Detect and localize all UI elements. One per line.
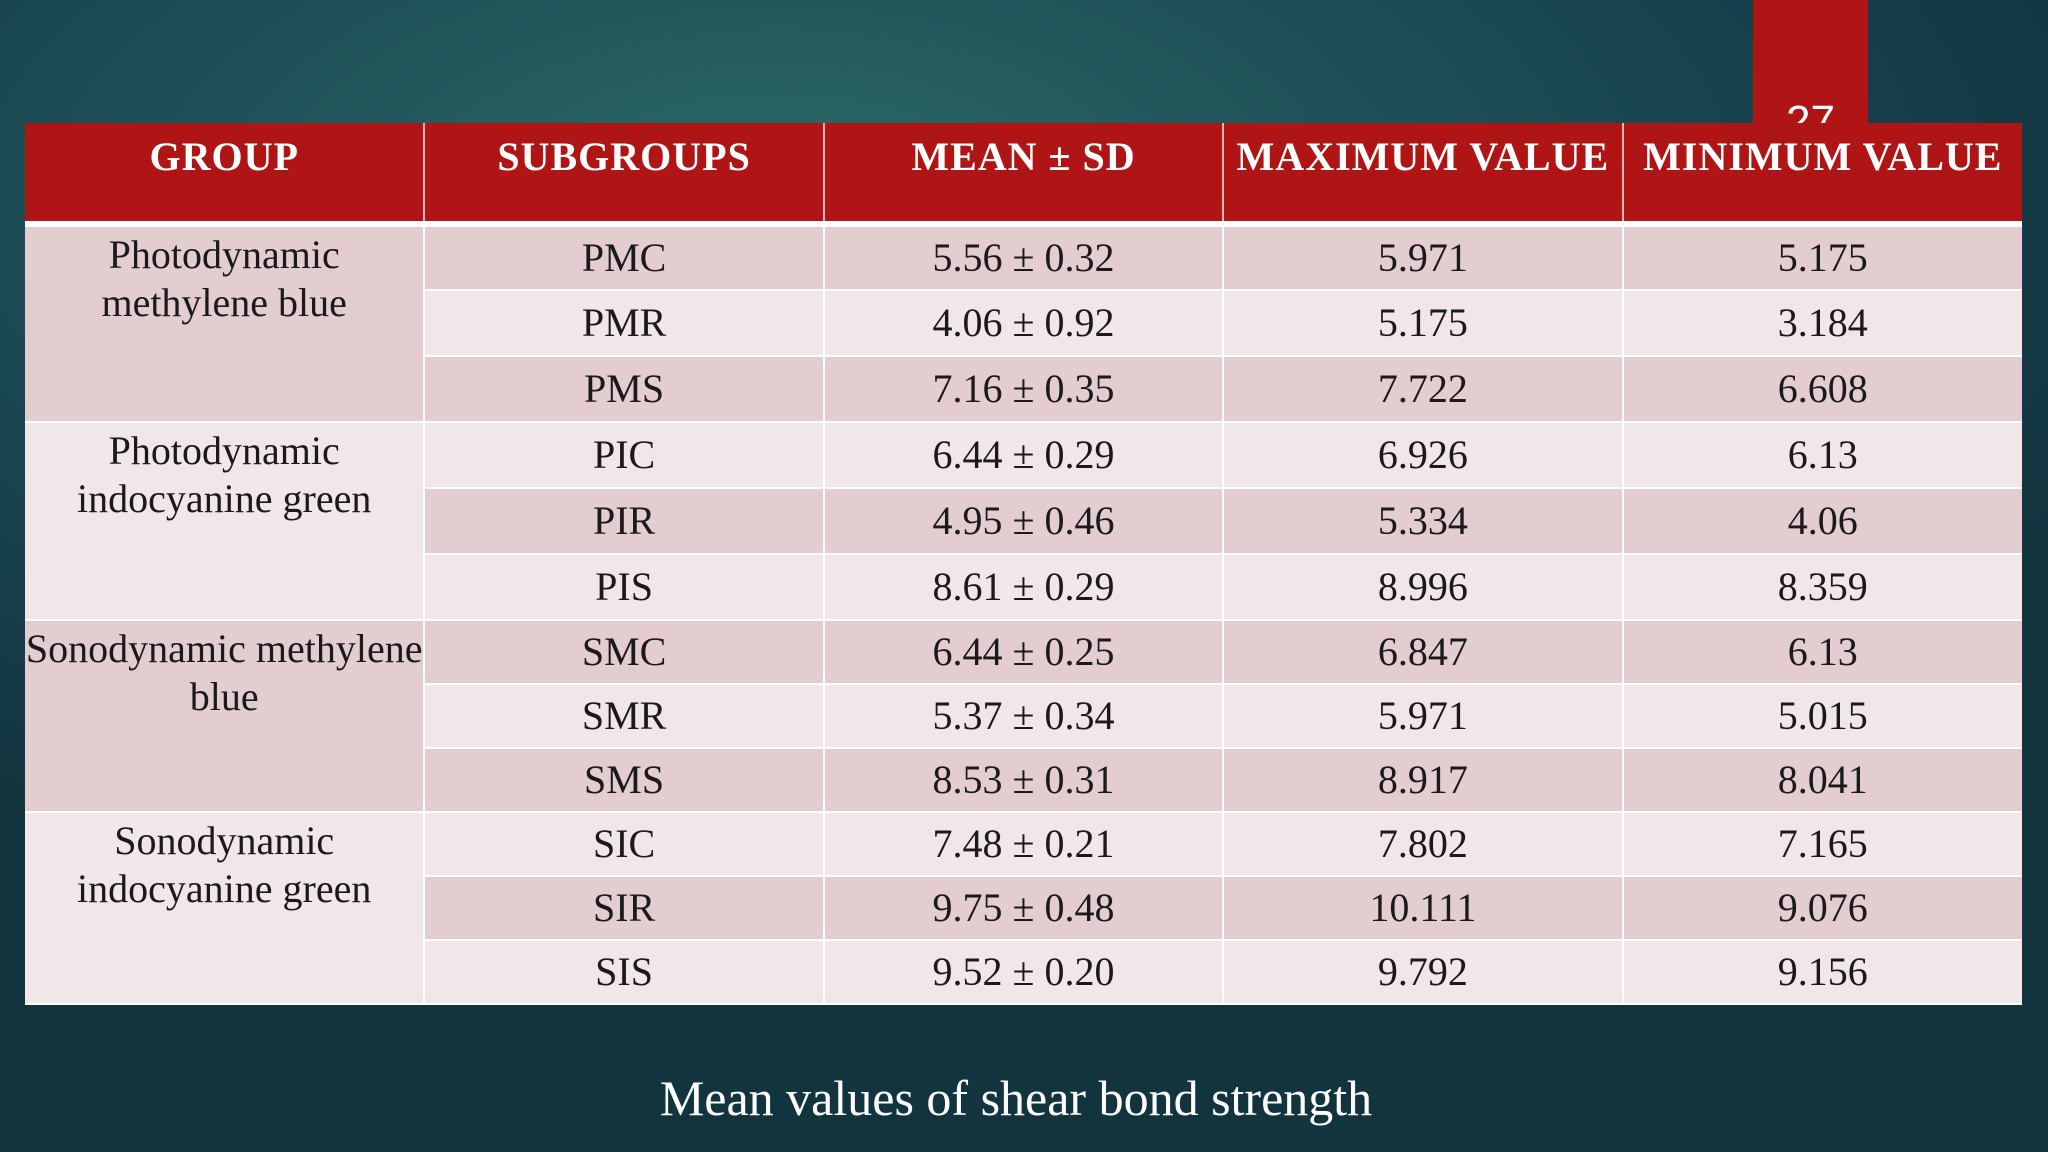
max-value-cell: 6.926 — [1223, 422, 1624, 489]
mean-sd-cell: 7.48 ± 0.21 — [823, 812, 1225, 877]
subgroup-cell: PIC — [424, 422, 825, 489]
mean-sd-cell: 6.44 ± 0.25 — [823, 620, 1225, 685]
max-value-cell: 10.111 — [1223, 876, 1624, 941]
subgroup-cell: SIR — [424, 876, 825, 941]
mean-sd-cell: 9.52 ± 0.20 — [823, 940, 1225, 1005]
subgroup-cell: SMC — [424, 620, 825, 685]
subgroup-cell: SIS — [424, 940, 825, 1005]
min-value-cell: 7.165 — [1622, 812, 2022, 877]
group-cell: Sonodynamic methylene blue — [25, 620, 426, 813]
table-row: Sonodynamic indocyanine green SIC 7.48 ±… — [25, 812, 2022, 1005]
min-value-cell: 6.13 — [1622, 422, 2022, 489]
mean-sd-cell: 7.16 ± 0.35 — [823, 356, 1225, 423]
table-row: Photodynamic indocyanine green PIC 6.44 … — [25, 422, 2022, 621]
slide-number-tab: 27 — [1753, 0, 1868, 130]
table-row: SMR 5.37 ± 0.34 5.971 5.015 — [25, 684, 2022, 749]
max-value-cell: 5.971 — [1223, 684, 1624, 749]
max-value-cell: 5.334 — [1223, 488, 1624, 555]
max-value-cell: 6.847 — [1223, 620, 1624, 685]
max-value-cell: 7.722 — [1223, 356, 1624, 423]
table-row: SMS 8.53 ± 0.31 8.917 8.041 — [25, 748, 2022, 813]
subgroup-cell: SMS — [424, 748, 825, 813]
subgroup-cell: PIS — [424, 554, 825, 621]
group-cell: Photodynamic methylene blue — [25, 224, 426, 423]
mean-sd-cell: 8.53 ± 0.31 — [823, 748, 1225, 813]
table-row: PMS 7.16 ± 0.35 7.722 6.608 — [25, 356, 2022, 423]
header-mean-sd: MEAN ± SD — [823, 123, 1225, 227]
mean-sd-cell: 6.44 ± 0.29 — [823, 422, 1225, 489]
header-maximum-value: MAXIMUM VALUE — [1223, 123, 1624, 227]
table-row: SIR 9.75 ± 0.48 10.111 9.076 — [25, 876, 2022, 941]
table-caption: Mean values of shear bond strength — [659, 1070, 1373, 1126]
table-header-row: GROUP SUBGROUPS MEAN ± SD MAXIMUM VALUE … — [25, 123, 2022, 227]
max-value-cell: 5.971 — [1223, 224, 1624, 291]
min-value-cell: 9.076 — [1622, 876, 2022, 941]
max-value-cell: 9.792 — [1223, 940, 1624, 1005]
header-minimum-value: MINIMUM VALUE — [1622, 123, 2022, 227]
min-value-cell: 4.06 — [1622, 488, 2022, 555]
subgroup-cell: PIR — [424, 488, 825, 555]
shear-bond-strength-table: GROUP SUBGROUPS MEAN ± SD MAXIMUM VALUE … — [25, 123, 2022, 1005]
mean-sd-cell: 5.56 ± 0.32 — [823, 224, 1225, 291]
subgroup-cell: SIC — [424, 812, 825, 877]
table-row: PIR 4.95 ± 0.46 5.334 4.06 — [25, 488, 2022, 555]
table-row: PMR 4.06 ± 0.92 5.175 3.184 — [25, 290, 2022, 357]
subgroup-cell: PMS — [424, 356, 825, 423]
mean-sd-cell: 5.37 ± 0.34 — [823, 684, 1225, 749]
max-value-cell: 5.175 — [1223, 290, 1624, 357]
table-row: PIS 8.61 ± 0.29 8.996 8.359 — [25, 554, 2022, 621]
group-cell: Sonodynamic indocyanine green — [25, 812, 426, 1005]
mean-sd-cell: 4.06 ± 0.92 — [823, 290, 1225, 357]
min-value-cell: 9.156 — [1622, 940, 2022, 1005]
table-row: SIS 9.52 ± 0.20 9.792 9.156 — [25, 940, 2022, 1005]
max-value-cell: 7.802 — [1223, 812, 1624, 877]
max-value-cell: 8.996 — [1223, 554, 1624, 621]
min-value-cell: 5.015 — [1622, 684, 2022, 749]
group-cell: Photodynamic indocyanine green — [25, 422, 426, 621]
subgroup-cell: PMC — [424, 224, 825, 291]
header-subgroups: SUBGROUPS — [424, 123, 825, 227]
mean-sd-cell: 8.61 ± 0.29 — [823, 554, 1225, 621]
header-group: GROUP — [25, 123, 426, 227]
mean-sd-cell: 9.75 ± 0.48 — [823, 876, 1225, 941]
subgroup-cell: PMR — [424, 290, 825, 357]
mean-sd-cell: 4.95 ± 0.46 — [823, 488, 1225, 555]
table-row: Sonodynamic methylene blue SMC 6.44 ± 0.… — [25, 620, 2022, 813]
min-value-cell: 8.359 — [1622, 554, 2022, 621]
min-value-cell: 3.184 — [1622, 290, 2022, 357]
min-value-cell: 5.175 — [1622, 224, 2022, 291]
min-value-cell: 8.041 — [1622, 748, 2022, 813]
subgroup-cell: SMR — [424, 684, 825, 749]
min-value-cell: 6.608 — [1622, 356, 2022, 423]
min-value-cell: 6.13 — [1622, 620, 2022, 685]
max-value-cell: 8.917 — [1223, 748, 1624, 813]
table-row: Photodynamic methylene blue PMC 5.56 ± 0… — [25, 224, 2022, 423]
